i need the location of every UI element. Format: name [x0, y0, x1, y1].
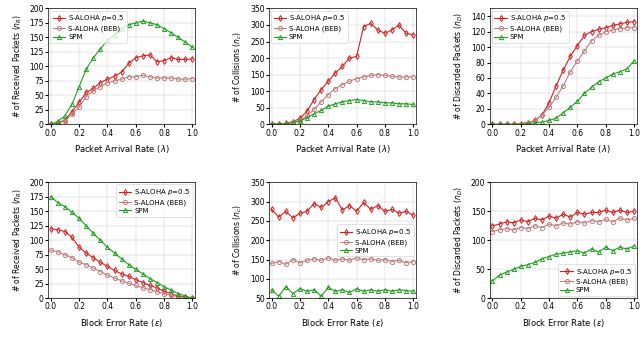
Y-axis label: # of Discarded Packets ($n_D$): # of Discarded Packets ($n_D$) [453, 186, 465, 294]
X-axis label: Packet Arrival Rate ($\lambda$): Packet Arrival Rate ($\lambda$) [74, 143, 170, 155]
Legend: S-ALOHA $p$=0.5, S-ALOHA (BEB), SPM: S-ALOHA $p$=0.5, S-ALOHA (BEB), SPM [50, 10, 127, 43]
X-axis label: Block Error Rate ($\varepsilon$): Block Error Rate ($\varepsilon$) [522, 317, 605, 329]
Legend: S-ALOHA $p$=0.5, S-ALOHA (BEB), SPM: S-ALOHA $p$=0.5, S-ALOHA (BEB), SPM [557, 264, 635, 296]
X-axis label: Packet Arrival Rate ($\lambda$): Packet Arrival Rate ($\lambda$) [515, 143, 611, 155]
Legend: S-ALOHA $p$=0.5, S-ALOHA (BEB), SPM: S-ALOHA $p$=0.5, S-ALOHA (BEB), SPM [116, 184, 193, 217]
Y-axis label: # of Received Packets ($n_R$): # of Received Packets ($n_R$) [12, 188, 24, 292]
Y-axis label: # of Collisions ($n_c$): # of Collisions ($n_c$) [232, 30, 244, 102]
X-axis label: Packet Arrival Rate ($\lambda$): Packet Arrival Rate ($\lambda$) [294, 143, 390, 155]
Y-axis label: # of Discarded Packets ($n_D$): # of Discarded Packets ($n_D$) [453, 12, 465, 120]
Y-axis label: # of Received Packets ($n_R$): # of Received Packets ($n_R$) [12, 14, 24, 118]
X-axis label: Block Error Rate ($\varepsilon$): Block Error Rate ($\varepsilon$) [80, 317, 163, 329]
Legend: S-ALOHA $p$=0.5, S-ALOHA (BEB), SPM: S-ALOHA $p$=0.5, S-ALOHA (BEB), SPM [337, 224, 414, 256]
Legend: S-ALOHA $p$=0.5, S-ALOHA (BEB), SPM: S-ALOHA $p$=0.5, S-ALOHA (BEB), SPM [492, 10, 569, 43]
Legend: S-ALOHA $p$=0.5, S-ALOHA (BEB), SPM: S-ALOHA $p$=0.5, S-ALOHA (BEB), SPM [271, 10, 348, 43]
X-axis label: Block Error Rate ($\varepsilon$): Block Error Rate ($\varepsilon$) [301, 317, 384, 329]
Y-axis label: # of Collisions ($n_c$): # of Collisions ($n_c$) [232, 204, 244, 276]
